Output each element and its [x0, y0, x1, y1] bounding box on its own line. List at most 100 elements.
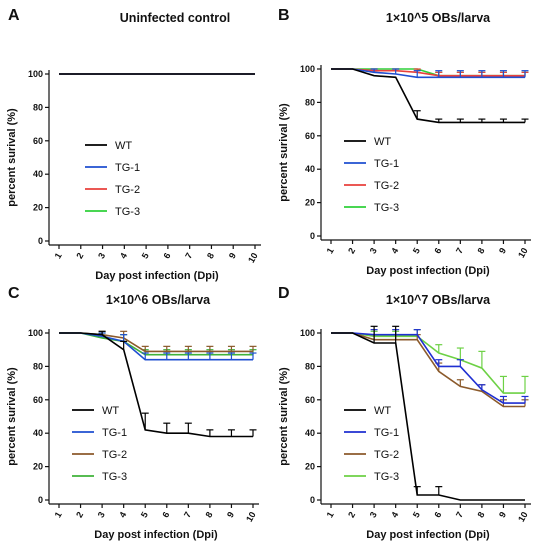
series-tg-1 [59, 332, 257, 361]
series-line [331, 332, 525, 394]
y-tick-label: 60 [305, 395, 315, 405]
x-tick-label: 10 [516, 510, 530, 524]
x-tick-label: 4 [389, 510, 400, 519]
legend-label: TG-1 [115, 162, 140, 174]
x-tick-label: 5 [411, 510, 422, 519]
x-tick-label: 6 [161, 251, 172, 260]
x-tick-label: 4 [118, 251, 129, 260]
x-tick-label: 7 [182, 510, 193, 519]
x-tick-label: 1 [325, 510, 336, 519]
y-tick-label: 80 [305, 97, 315, 107]
x-tick-label: 5 [139, 510, 150, 519]
y-tick-label: 100 [28, 328, 43, 338]
x-tick-label: 8 [203, 510, 214, 519]
panel-title: 1×10^7 OBs/larva [386, 293, 491, 307]
x-tick-label: 8 [205, 251, 216, 260]
legend-label: WT [374, 136, 391, 148]
panel-title: Uninfected control [120, 11, 230, 25]
panel-title: 1×10^6 OBs/larva [106, 293, 211, 307]
legend-label: TG-1 [102, 427, 127, 439]
x-axis-label: Day post infection (Dpi) [94, 529, 218, 541]
x-tick-label: 5 [140, 251, 151, 260]
y-tick-label: 0 [38, 236, 43, 246]
legend-label: TG-3 [115, 206, 140, 218]
x-tick-label: 10 [516, 246, 530, 260]
series-tg-1 [331, 68, 529, 79]
series-tg-3 [331, 329, 529, 394]
legend-label: WT [115, 140, 132, 152]
y-tick-label: 80 [33, 361, 43, 371]
x-tick-label: 1 [325, 246, 336, 255]
series-line [59, 332, 253, 361]
panel-letter: B [278, 7, 290, 24]
y-tick-label: 20 [305, 198, 315, 208]
x-axis-label: Day post infection (Dpi) [366, 529, 490, 541]
x-tick-label: 2 [346, 246, 357, 255]
series-wt [59, 330, 257, 438]
x-tick-label: 8 [475, 510, 486, 519]
y-axis-label: percent surival (%) [6, 367, 18, 466]
series-line [331, 68, 525, 124]
panel-c: C 1×10^6 OBs/larva 0 20 40 60 80 100 1 2 3 4 5 6 7 8 9 10… [6, 285, 259, 541]
y-axis-label: percent surival (%) [278, 103, 290, 202]
y-tick-label: 40 [33, 169, 43, 179]
series-line [59, 332, 253, 438]
x-tick-label: 3 [368, 510, 379, 519]
y-tick-label: 100 [300, 64, 315, 74]
x-tick-label: 3 [96, 251, 107, 260]
y-tick-label: 20 [33, 462, 43, 472]
y-tick-label: 40 [305, 428, 315, 438]
x-tick-label: 6 [432, 246, 443, 255]
x-tick-label: 8 [475, 246, 486, 255]
x-tick-label: 4 [389, 246, 400, 255]
y-tick-label: 60 [305, 131, 315, 141]
x-tick-label: 7 [454, 246, 465, 255]
panel-a: A Uninfected control 0 20 40 60 80 100 1 2 3 4 5 6 7 8 9… [6, 7, 261, 282]
x-tick-label: 6 [432, 510, 443, 519]
series-wt [331, 325, 525, 501]
x-tick-label: 6 [160, 510, 171, 519]
y-tick-label: 60 [33, 136, 43, 146]
legend-label: WT [374, 405, 391, 417]
panel-letter: A [8, 7, 20, 24]
series-line [59, 332, 253, 353]
y-tick-label: 20 [33, 203, 43, 213]
legend-label: TG-2 [374, 180, 399, 192]
x-tick-label: 10 [246, 251, 260, 265]
panel-b: B 1×10^5 OBs/larva 0 20 40 60 80 100 1 2 3 4 5 6 7 8 9 10… [278, 7, 531, 277]
series-tg-1 [331, 329, 529, 404]
series-wt [331, 68, 529, 124]
y-axis-label: percent surival (%) [278, 367, 290, 466]
legend-label: TG-1 [374, 427, 399, 439]
legend-label: TG-3 [102, 471, 127, 483]
series-line [331, 68, 525, 79]
legend-label: TG-3 [374, 202, 399, 214]
legend-label: TG-2 [115, 184, 140, 196]
series-line [331, 332, 525, 408]
x-tick-label: 7 [454, 510, 465, 519]
series-tg-2 [331, 332, 529, 408]
panel-title: 1×10^5 OBs/larva [386, 11, 491, 25]
x-tick-label: 7 [183, 251, 194, 260]
x-tick-label: 9 [227, 251, 238, 260]
x-tick-label: 1 [53, 510, 64, 519]
y-tick-label: 40 [33, 428, 43, 438]
x-tick-label: 9 [497, 510, 508, 519]
legend-label: TG-2 [102, 449, 127, 461]
y-tick-label: 40 [305, 164, 315, 174]
x-tick-label: 1 [53, 251, 64, 260]
x-tick-label: 3 [368, 246, 379, 255]
series-line [331, 332, 525, 404]
y-tick-label: 0 [310, 495, 315, 505]
y-tick-label: 80 [33, 102, 43, 112]
x-tick-label: 2 [74, 251, 85, 260]
legend-label: TG-2 [374, 449, 399, 461]
series-line [59, 332, 253, 356]
legend-label: TG-1 [374, 158, 399, 170]
panel-d: D 1×10^7 OBs/larva 0 20 40 60 80 100 1 2 3 4 5 6 7 8 9 10… [278, 285, 531, 541]
x-tick-label: 4 [117, 510, 128, 519]
series-line [331, 332, 525, 501]
legend-label: TG-3 [374, 471, 399, 483]
panel-letter: C [8, 285, 20, 302]
